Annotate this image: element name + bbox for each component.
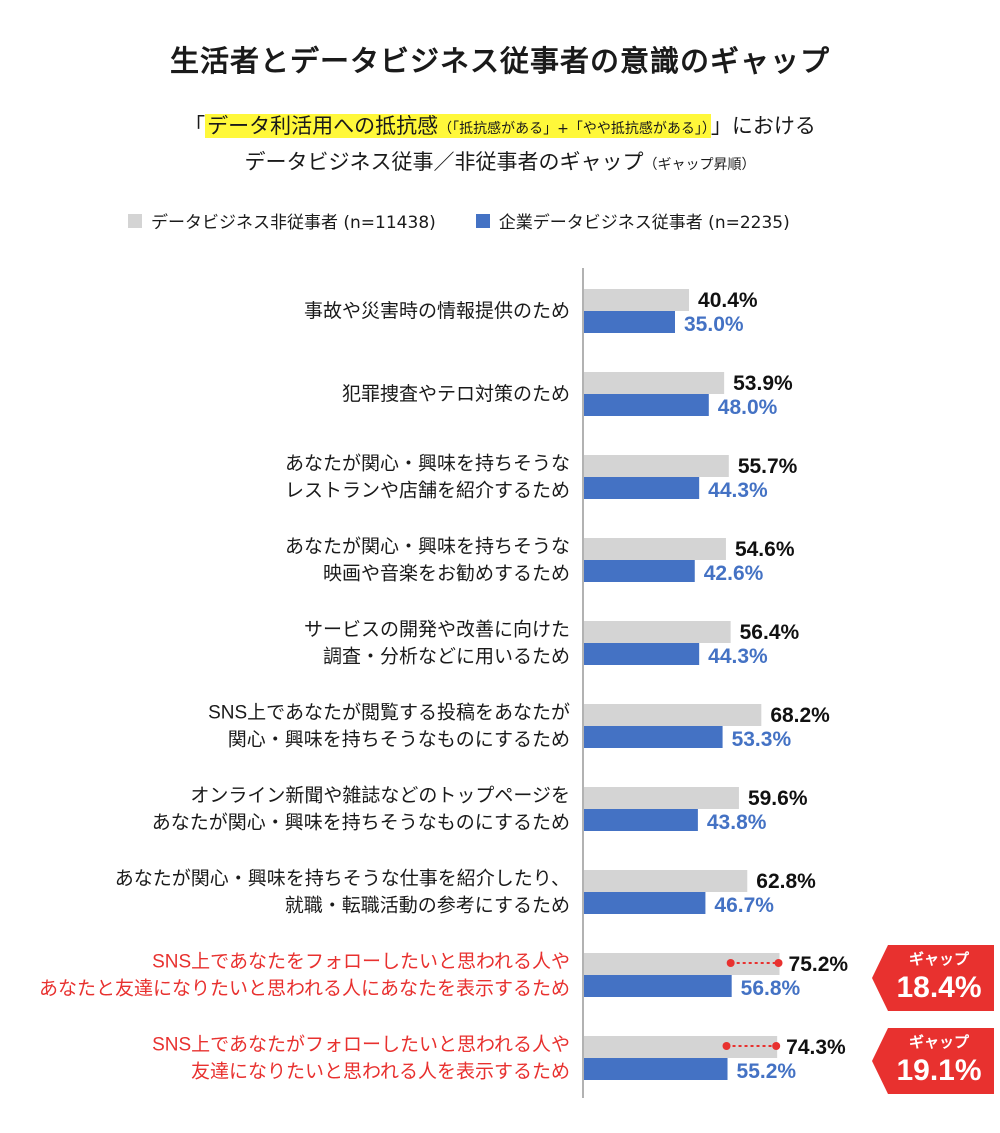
category-label-8-1: あなたと友達になりたいと思われる人にあなたを表示するため bbox=[39, 978, 570, 1000]
bar-non-worker-4 bbox=[584, 621, 731, 643]
gap-dot-start-8 bbox=[726, 959, 735, 967]
bar-non-worker-8 bbox=[584, 953, 780, 975]
legend-label-worker: 企業データビジネス従事者 (n=2235) bbox=[498, 213, 790, 233]
subtitle-quote-open: 「 bbox=[184, 114, 206, 138]
legend-swatch-blue bbox=[475, 213, 490, 228]
chart-title: 生活者とデータビジネス従事者の意識のギャップ bbox=[169, 44, 830, 78]
value-label-worker-1: 48.0% bbox=[718, 396, 778, 419]
bar-non-worker-2 bbox=[584, 455, 729, 477]
gap-dot-end-8 bbox=[774, 959, 783, 967]
category-label-4-0: サービスの開発や改善に向けた bbox=[304, 619, 570, 641]
category-label-7-0: あなたが関心・興味を持ちそうな仕事を紹介したり、 bbox=[115, 868, 570, 890]
subtitle-suffix: における bbox=[731, 114, 816, 138]
value-label-non-worker-5: 68.2% bbox=[770, 704, 830, 727]
category-label-9-1: 友達になりたいと思われる人を表示するため bbox=[191, 1061, 570, 1083]
bar-non-worker-1 bbox=[584, 372, 725, 394]
category-label-7-1: 就職・転職活動の参考にするため bbox=[285, 895, 570, 917]
subtitle-line2-text: データビジネス従事／非従事者のギャップ bbox=[244, 150, 644, 174]
legend-item-non-worker: データビジネス非従事者 (n=11438) bbox=[128, 208, 436, 233]
value-label-non-worker-0: 40.4% bbox=[698, 289, 758, 312]
category-label-2-0: あなたが関心・興味を持ちそうな bbox=[285, 453, 570, 475]
value-label-worker-2: 44.3% bbox=[708, 479, 768, 502]
value-label-worker-5: 53.3% bbox=[732, 728, 792, 751]
value-label-non-worker-4: 56.4% bbox=[740, 621, 800, 644]
bar-worker-3 bbox=[584, 560, 695, 582]
category-label-9-0: SNS上であなたがフォローしたいと思われる人や bbox=[152, 1034, 570, 1056]
value-label-non-worker-2: 55.7% bbox=[738, 455, 798, 478]
category-label-5-1: 関心・興味を持ちそうなものにするため bbox=[228, 729, 570, 751]
gap-dot-end-9 bbox=[772, 1042, 781, 1050]
value-label-worker-4: 44.3% bbox=[708, 645, 768, 668]
subtitle-highlight-text: データ利活用への抵抗感 bbox=[207, 114, 439, 138]
bar-worker-8 bbox=[584, 975, 732, 997]
category-label-8-0: SNS上であなたをフォローしたいと思われる人や bbox=[152, 951, 570, 973]
chart-subtitle-line2: データビジネス従事／非従事者のギャップ（ギャップ昇順） bbox=[0, 146, 1000, 176]
value-label-worker-9: 55.2% bbox=[737, 1060, 797, 1083]
value-label-worker-8: 56.8% bbox=[741, 977, 801, 1000]
bar-worker-4 bbox=[584, 643, 700, 665]
value-label-worker-3: 42.6% bbox=[704, 562, 764, 585]
legend-item-worker: 企業データビジネス従事者 (n=2235) bbox=[475, 208, 790, 233]
category-label-5-0: SNS上であなたが閲覧する投稿をあなたが bbox=[208, 702, 570, 724]
legend-label-non-worker: データビジネス非従事者 (n=11438) bbox=[151, 213, 436, 233]
subtitle-note: （「抵抗感がある」+「やや抵抗感がある」） bbox=[438, 121, 709, 137]
value-label-non-worker-3: 54.6% bbox=[735, 538, 795, 561]
gap-badge-8 bbox=[872, 945, 994, 1011]
bar-worker-7 bbox=[584, 892, 706, 914]
category-label-2-1: レストランや店舗を紹介するため bbox=[285, 480, 570, 502]
bar-non-worker-9 bbox=[584, 1036, 778, 1058]
bar-non-worker-0 bbox=[584, 289, 690, 311]
value-label-non-worker-8: 75.2% bbox=[789, 953, 849, 976]
bar-worker-0 bbox=[584, 311, 675, 333]
chart-subtitle-line1: 「データ利活用への抵抗感（「抵抗感がある」+「やや抵抗感がある」）」における bbox=[0, 110, 1000, 140]
category-label-4-1: 調査・分析などに用いるため bbox=[323, 646, 570, 668]
gap-badge-label-8: ギャップ bbox=[909, 950, 970, 968]
category-label-6-0: オンライン新聞や雑誌などのトップページを bbox=[190, 785, 570, 807]
bar-worker-5 bbox=[584, 726, 723, 748]
bar-non-worker-6 bbox=[584, 787, 739, 809]
subtitle-highlight: データ利活用への抵抗感（「抵抗感がある」+「やや抵抗感がある」） bbox=[205, 114, 711, 138]
gap-badge-value-8: 18.4% bbox=[896, 971, 981, 1004]
gap-badge-9 bbox=[872, 1028, 994, 1094]
value-label-non-worker-1: 53.9% bbox=[733, 372, 793, 395]
bar-non-worker-3 bbox=[584, 538, 726, 560]
gap-badge-label-9: ギャップ bbox=[909, 1033, 970, 1051]
value-label-worker-0: 35.0% bbox=[684, 313, 744, 336]
gap-badge-value-9: 19.1% bbox=[896, 1054, 981, 1087]
value-label-non-worker-7: 62.8% bbox=[756, 870, 816, 893]
value-label-worker-7: 46.7% bbox=[714, 894, 774, 917]
subtitle-line2-note: （ギャップ昇順） bbox=[643, 157, 756, 173]
legend-swatch-gray bbox=[128, 213, 142, 228]
subtitle-quote-close: 」 bbox=[710, 114, 732, 138]
bar-worker-1 bbox=[584, 394, 709, 416]
bar-non-worker-7 bbox=[584, 870, 748, 892]
category-label-1-0: 犯罪捜査やテロ対策のため bbox=[342, 383, 570, 405]
bar-worker-9 bbox=[584, 1058, 728, 1080]
bar-worker-2 bbox=[584, 477, 700, 499]
category-label-0-0: 事故や災害時の情報提供のため bbox=[304, 300, 570, 322]
category-label-6-1: あなたが関心・興味を持ちそうなものにするため bbox=[152, 812, 570, 834]
category-label-3-0: あなたが関心・興味を持ちそうな bbox=[285, 536, 570, 558]
gap-dot-start-9 bbox=[722, 1042, 731, 1050]
category-label-3-1: 映画や音楽をお勧めするため bbox=[323, 563, 570, 585]
value-label-non-worker-6: 59.6% bbox=[748, 787, 808, 810]
bar-non-worker-5 bbox=[584, 704, 762, 726]
value-label-non-worker-9: 74.3% bbox=[786, 1036, 846, 1059]
value-label-worker-6: 43.8% bbox=[707, 811, 767, 834]
chart-legend: データビジネス非従事者 (n=11438) 企業データビジネス従事者 (n=22… bbox=[128, 208, 830, 233]
bar-worker-6 bbox=[584, 809, 698, 831]
